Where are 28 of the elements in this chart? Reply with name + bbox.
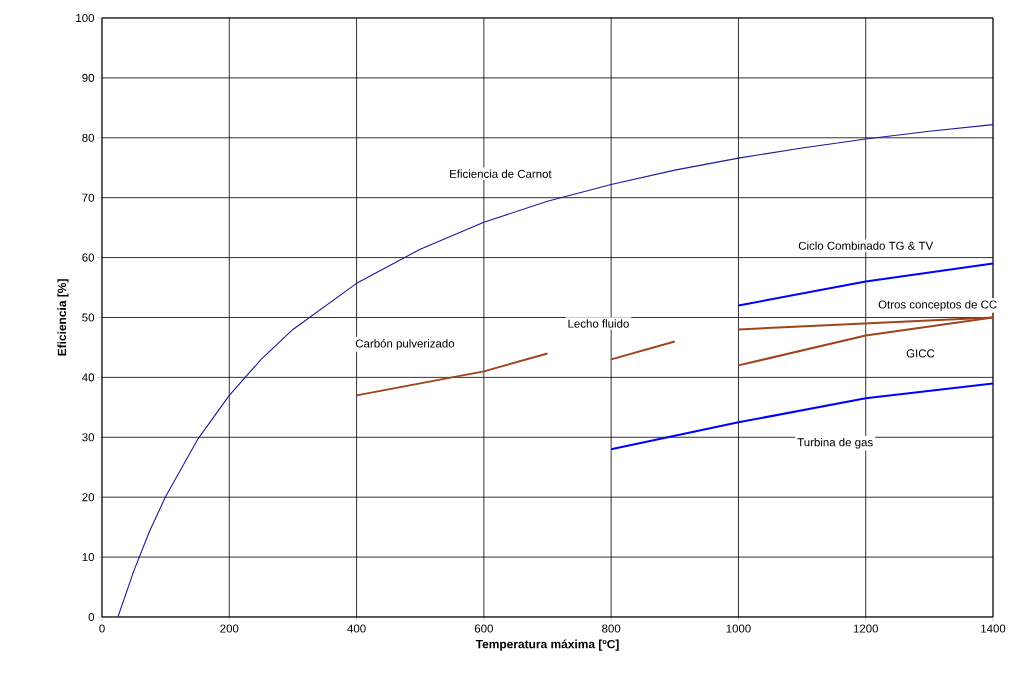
y-tick-label: 40 [82, 373, 95, 382]
y-tick-label: 10 [82, 553, 95, 562]
x-tick-label: 200 [220, 624, 239, 633]
x-tick-label: 1000 [726, 624, 751, 633]
y-tick-label: 60 [82, 253, 95, 262]
series-label: Ciclo Combinado TG & TV [798, 241, 934, 250]
x-tick-label: 0 [99, 624, 105, 633]
y-tick-label: 70 [82, 193, 95, 202]
text: Turbina de gas [797, 437, 873, 449]
y-tick-label: 80 [82, 133, 95, 142]
series-label: GICC [906, 349, 935, 358]
y-tick-label: 0 [88, 612, 95, 622]
text: Carbón pulverizado [355, 339, 455, 350]
y-tick-label: 20 [82, 493, 95, 502]
x-axis-title: Temperatura máxima [ºC] [475, 639, 619, 651]
y-tick-label: 50 [82, 313, 95, 322]
y-tick-label: 90 [82, 73, 95, 82]
x-tick-label: 1200 [853, 624, 879, 633]
y-axis-title: Eficiencia [%] [57, 279, 69, 356]
x-tick-label: 1400 [981, 624, 1006, 633]
x-tick-label: 400 [347, 624, 366, 633]
series-label: Eficiencia de Carnot [450, 169, 552, 178]
x-tick-label: 800 [602, 624, 621, 633]
series-label: Otros conceptos de CC [878, 300, 997, 311]
x-tick-label: 600 [474, 624, 493, 633]
y-tick-label: 30 [82, 433, 95, 442]
text: Lecho fluido [568, 319, 629, 328]
y-tick-label: 100 [76, 13, 95, 23]
